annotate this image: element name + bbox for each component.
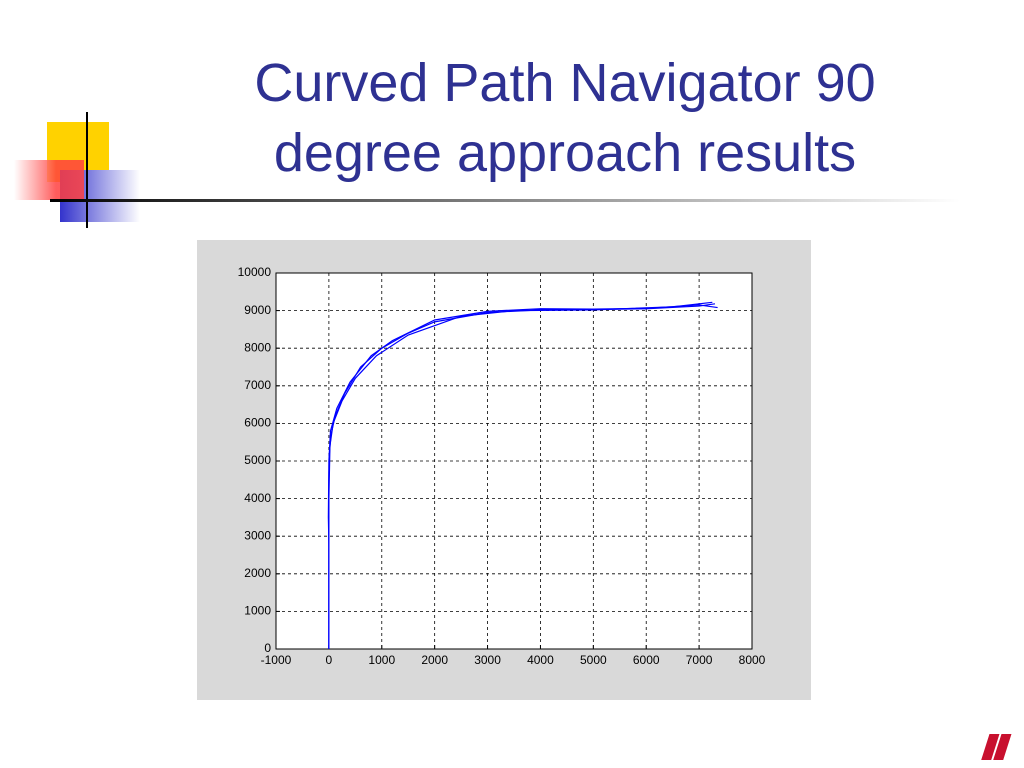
y-tick-label: 5000 [244, 453, 271, 467]
y-tick-label: 0 [264, 641, 271, 655]
x-tick-label: 5000 [580, 653, 607, 667]
x-tick-label: 1000 [368, 653, 395, 667]
x-tick-label: 6000 [633, 653, 660, 667]
y-tick-label: 7000 [244, 378, 271, 392]
chart-title: Curved Path Navigator 90 degree approach… [254, 53, 876, 183]
y-tick-label: 6000 [244, 416, 271, 430]
y-tick-label: 9000 [244, 303, 271, 317]
y-tick-label: 1000 [244, 604, 271, 618]
data-line [328, 301, 713, 649]
x-tick-label: 8000 [739, 653, 766, 667]
x-tick-label: 2000 [421, 653, 448, 667]
x-tick-label: 7000 [686, 653, 713, 667]
x-tick-label: 4000 [527, 653, 554, 667]
plot-area: -1000 0 1000 2000 3000 4000 5000 6000 7000 800001… [238, 265, 766, 667]
x-tick-label: -1000 [261, 653, 292, 667]
y-tick-label: 10000 [238, 265, 272, 279]
y-tick-label: 8000 [244, 340, 271, 354]
decoration [14, 112, 1020, 764]
y-tick-label: 2000 [244, 566, 271, 580]
x-tick-label: 0 [326, 653, 333, 667]
y-tick-label: 4000 [244, 491, 271, 505]
x-tick-label: 3000 [474, 653, 501, 667]
y-tick-label: 3000 [244, 528, 271, 542]
